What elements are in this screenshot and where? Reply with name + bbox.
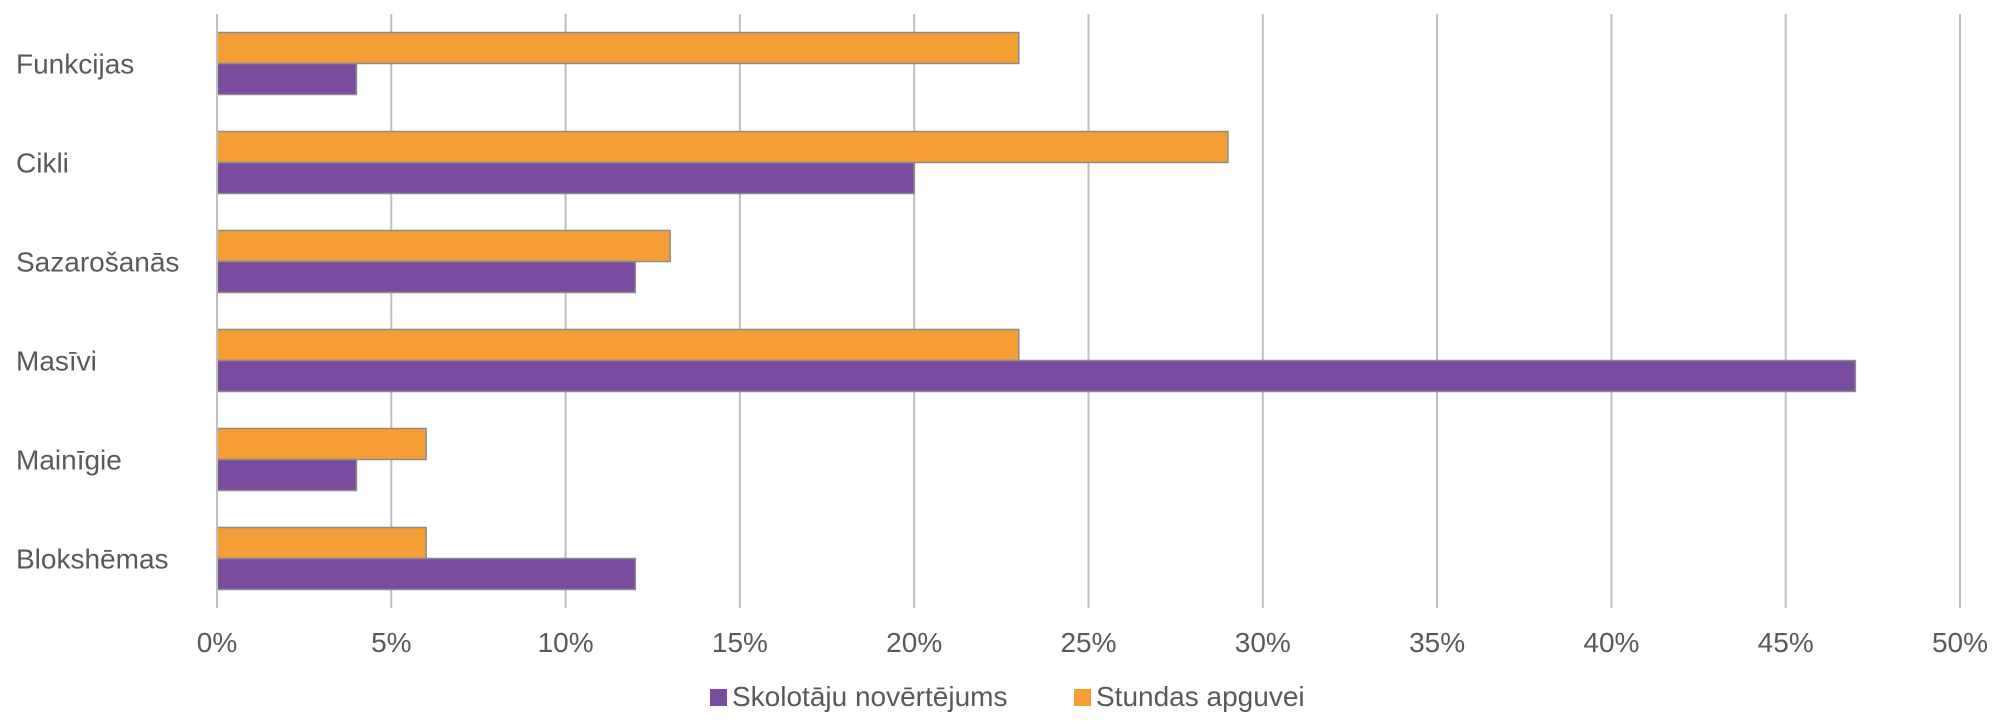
legend: Skolotāju novērtējums Stundas apguvei — [710, 681, 1305, 712]
bars — [216, 14, 1857, 608]
x-tick-label: 0% — [197, 627, 237, 658]
x-tick-label: 50% — [1932, 627, 1988, 658]
x-tick-label: 35% — [1409, 627, 1465, 658]
gridlines — [216, 14, 1961, 608]
bar-skolotaju-novertejums — [216, 557, 637, 591]
category-label: Sazarošanās — [16, 247, 179, 278]
bar-stundas-apguvei — [216, 526, 427, 560]
bar-stundas-apguvei — [216, 130, 1229, 164]
x-tick-label: 40% — [1583, 627, 1639, 658]
category-label: Blokshēmas — [16, 544, 169, 575]
bar-skolotaju-novertejums — [216, 260, 637, 294]
legend-label: Stundas apguvei — [1096, 681, 1305, 712]
bar-stundas-apguvei — [216, 427, 427, 461]
legend-label: Skolotāju novērtējums — [732, 681, 1007, 712]
category-label: Funkcijas — [16, 49, 134, 80]
bar-skolotaju-novertejums — [216, 359, 1857, 393]
bar-stundas-apguvei — [216, 31, 1020, 65]
x-tick-label: 15% — [712, 627, 768, 658]
category-label: Masīvi — [16, 346, 97, 377]
bar-stundas-apguvei — [216, 229, 671, 263]
x-tick-label: 10% — [538, 627, 594, 658]
x-tick-label: 5% — [371, 627, 411, 658]
bar-stundas-apguvei — [216, 328, 1020, 362]
legend-swatch — [1074, 689, 1091, 706]
legend-swatch — [710, 689, 727, 706]
x-tick-label: 25% — [1060, 627, 1116, 658]
x-tick-label: 30% — [1235, 627, 1291, 658]
bar-skolotaju-novertejums — [216, 458, 358, 492]
x-tick-label: 20% — [886, 627, 942, 658]
bar-skolotaju-novertejums — [216, 161, 915, 195]
bar-skolotaju-novertejums — [216, 62, 358, 96]
x-tick-label: 45% — [1758, 627, 1814, 658]
category-label: Mainīgie — [16, 445, 122, 476]
x-axis-tick-labels: 0% 5% 10% 15% 20% 25% 30% 35% 40% 45% 50% — [197, 627, 1988, 658]
category-label: Cikli — [16, 148, 69, 179]
category-labels: Funkcijas Cikli Sazarošanās Masīvi Mainīgie B… — [16, 49, 179, 575]
